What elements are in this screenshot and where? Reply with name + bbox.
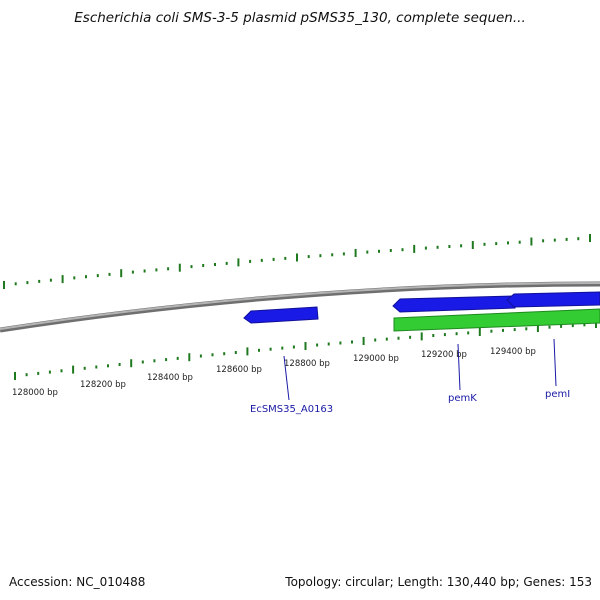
plasmid-backbone — [0, 281, 600, 333]
feature-EcSMS35_A0163[interactable] — [243, 306, 319, 324]
feature-pemK-blue[interactable] — [392, 295, 516, 313]
feature-pemI-blue[interactable] — [506, 291, 600, 308]
ruler-label: 129000 bp — [353, 354, 399, 364]
backbone-highlight — [0, 282, 600, 330]
label-leaders — [283, 338, 557, 401]
ruler-label: 128000 bp — [12, 388, 58, 398]
ruler-label: 128800 bp — [284, 359, 330, 369]
gene-label[interactable]: pemI — [545, 389, 570, 400]
gene-labels[interactable]: EcSMS35_A0163 pemK pemI — [250, 389, 570, 415]
leader-line-2 — [553, 338, 557, 387]
leader-line-1 — [457, 343, 461, 391]
accession-text: Accession: NC_010488 — [9, 575, 146, 589]
feature-green-track[interactable] — [393, 308, 600, 332]
gene-label[interactable]: EcSMS35_A0163 — [250, 404, 333, 415]
backbone-shadow — [0, 281, 600, 333]
ruler-label: 128600 bp — [216, 365, 262, 375]
leader-line-0 — [283, 355, 290, 401]
gene-features[interactable] — [243, 291, 600, 332]
map-title: Escherichia coli SMS-3-5 plasmid pSMS35_… — [74, 10, 526, 26]
inner-tick-ring — [14, 320, 597, 380]
gene-label[interactable]: pemK — [448, 393, 477, 404]
ruler-label: 128400 bp — [147, 373, 193, 383]
ruler-label: 128200 bp — [80, 380, 126, 390]
ruler-labels: 128000 bp 128200 bp 128400 bp 128600 bp 1288… — [12, 347, 536, 398]
outer-tick-ring — [3, 234, 591, 289]
ruler-label: 129400 bp — [490, 347, 536, 357]
topology-summary: Topology: circular; Length: 130,440 bp; … — [285, 575, 592, 589]
ruler-label: 129200 bp — [421, 350, 467, 360]
